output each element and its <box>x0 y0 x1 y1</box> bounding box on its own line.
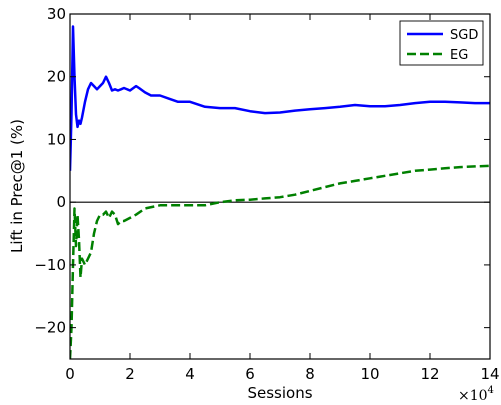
series-line-eg <box>70 164 490 359</box>
x-axis-scale-exponent: 4 <box>488 385 494 396</box>
y-tick-label: −10 <box>34 256 66 274</box>
y-tick-label: −20 <box>34 319 66 337</box>
series-line-sgd <box>70 25 490 171</box>
x-tick-label: 10 <box>360 365 379 383</box>
x-tick-label: 8 <box>305 365 315 383</box>
legend: SGD EG <box>399 20 484 66</box>
legend-label-sgd: SGD <box>450 28 478 43</box>
x-axis-label: Sessions <box>247 384 312 402</box>
x-tick-label: 6 <box>245 365 255 383</box>
y-tick-label: 10 <box>47 130 66 148</box>
plot-frame <box>69 13 491 360</box>
x-axis-scale-factor: ×104 <box>458 385 494 404</box>
x-tick-label: 0 <box>65 365 75 383</box>
y-tick-label: 0 <box>56 193 66 211</box>
legend-box <box>399 20 484 66</box>
series-layer <box>70 25 490 359</box>
x-tick-label: 14 <box>480 365 499 383</box>
x-tick-label: 4 <box>185 365 195 383</box>
y-tick-label: 30 <box>47 5 66 23</box>
legend-label-eg: EG <box>450 48 468 63</box>
x-tick-label: 12 <box>420 365 439 383</box>
y-tick-label: 20 <box>47 68 66 86</box>
x-tick-label: 2 <box>125 365 135 383</box>
y-axis-label: Lift in Prec@1 (%) <box>8 119 26 253</box>
x-axis-scale-base: ×10 <box>458 388 488 404</box>
